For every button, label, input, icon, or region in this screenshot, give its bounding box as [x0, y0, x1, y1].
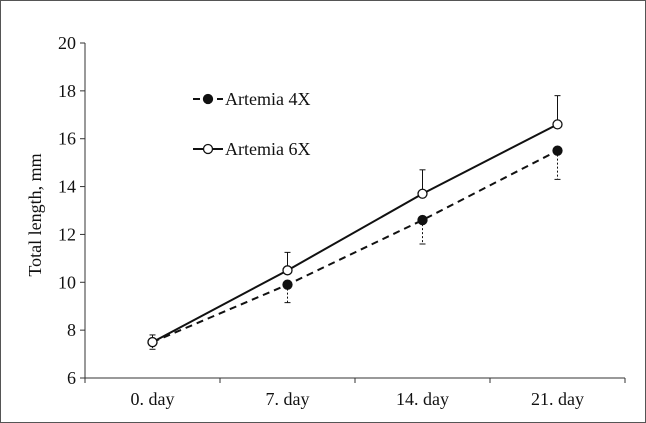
x-tick-label: 14. day: [396, 389, 449, 409]
axes: 6 8 10 12 14 16 18 20 0. day 7. day 14. day 21. day: [58, 33, 626, 409]
y-tick-label: 6: [67, 368, 76, 388]
legend-item: Artemia 4X: [193, 89, 310, 109]
y-tick-label: 14: [58, 177, 76, 197]
y-tick-label: 8: [67, 320, 76, 340]
series-line: [152, 149, 558, 344]
y-tick-label: 16: [58, 129, 76, 149]
data-point: [147, 336, 158, 348]
y-tick-label: 18: [58, 81, 76, 101]
legend: Artemia 4X Artemia 6X: [193, 89, 310, 159]
data-point: [552, 145, 563, 156]
data-point: [417, 188, 428, 199]
series-layer: [147, 95, 563, 350]
x-tick-label: 0. day: [131, 389, 175, 409]
y-tick-label: 10: [58, 272, 76, 292]
legend-label: Artemia 6X: [225, 139, 310, 159]
legend-item: Artemia 6X: [193, 139, 310, 159]
x-tick-label: 7. day: [266, 389, 310, 409]
series-2: [149, 95, 561, 343]
y-tick-label: 12: [58, 224, 76, 244]
data-point: [417, 214, 428, 226]
y-axis-title: Total length, mm: [25, 153, 45, 276]
data-point: [552, 119, 563, 130]
data-point: [282, 279, 293, 290]
legend-marker: [202, 93, 214, 105]
series-1: [149, 149, 561, 350]
data-point: [282, 265, 293, 276]
legend-label: Artemia 4X: [225, 89, 310, 109]
y-tick-label: 20: [58, 33, 76, 53]
x-tick-label: 21. day: [531, 389, 584, 409]
legend-marker: [202, 143, 214, 155]
series-line: [152, 123, 558, 343]
